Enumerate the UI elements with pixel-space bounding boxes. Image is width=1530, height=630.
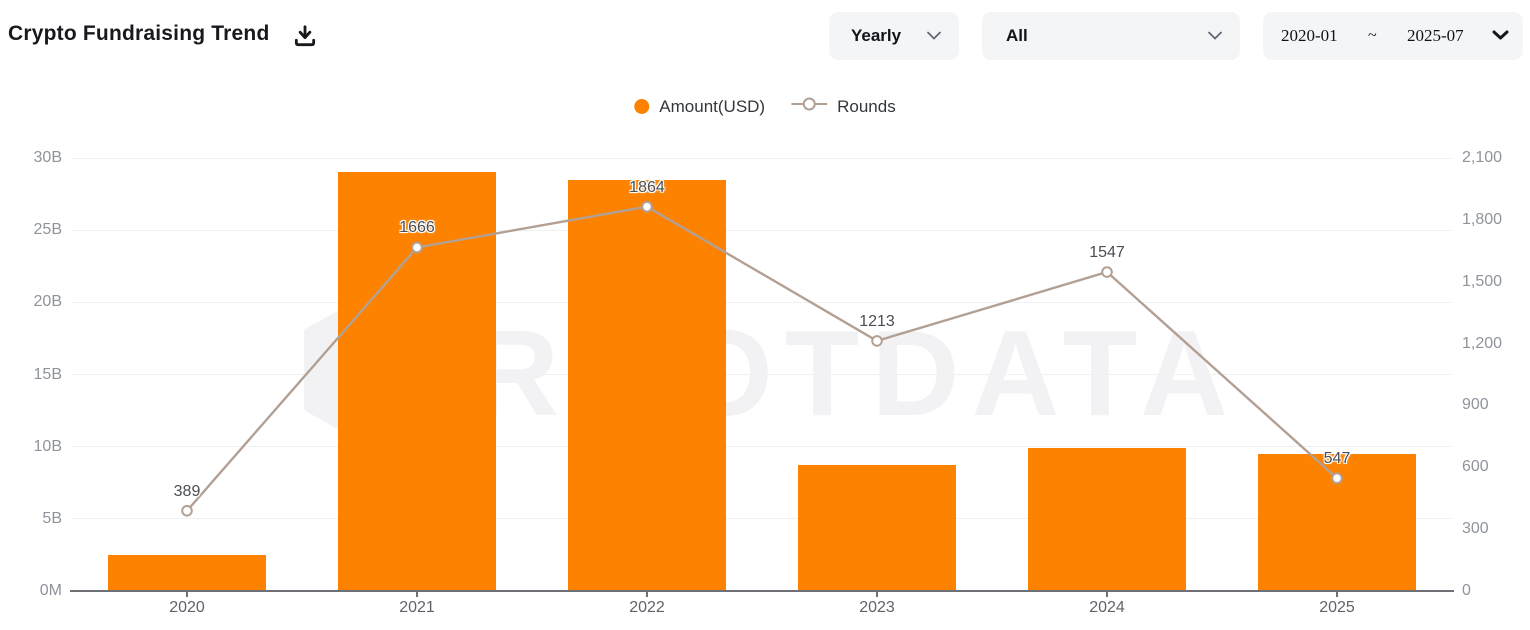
rounds-line (186, 205, 1338, 512)
period-select[interactable]: Yearly (829, 12, 959, 60)
x-axis-tick (876, 591, 878, 597)
rounds-point-label: 389 (173, 482, 201, 500)
rounds-point-label: 1864 (629, 178, 665, 196)
rounds-point-label: 1213 (859, 312, 895, 330)
category-select[interactable]: All (982, 12, 1240, 60)
amount-bar[interactable] (1028, 448, 1186, 591)
y-axis-label-left: 5B (42, 509, 62, 527)
download-button[interactable] (291, 23, 319, 51)
grid-line (72, 374, 1452, 375)
date-range-picker[interactable]: 2020-01 ~ 2025-07 (1263, 12, 1523, 60)
grid-line (72, 229, 1452, 231)
legend-label-rounds: Rounds (837, 96, 896, 116)
date-range-start: 2020-01 (1281, 26, 1338, 45)
grid-line (72, 157, 1452, 159)
x-axis-label: 2023 (859, 599, 895, 616)
x-axis-label: 2022 (629, 599, 665, 616)
y-axis-label-left: 10B (33, 437, 62, 455)
y-axis-label-left: 15B (33, 365, 62, 383)
chevron-down-icon (1208, 27, 1222, 45)
rounds-marker[interactable] (411, 241, 423, 254)
legend-label-amount: Amount(USD) (659, 96, 766, 116)
rounds-point-label: 547 (1323, 450, 1351, 468)
rounds-point-label: 1547 (1089, 244, 1125, 262)
chevron-down-icon (927, 27, 941, 45)
rounds-marker[interactable] (1331, 472, 1343, 485)
x-axis-label: 2024 (1089, 599, 1125, 616)
period-select-value: Yearly (851, 26, 902, 45)
rounds-marker[interactable] (641, 200, 653, 213)
rounds-point-label: 1666 (399, 219, 435, 237)
chevron-down-icon (1492, 27, 1509, 45)
legend-item-amount[interactable]: Amount(USD) (634, 97, 765, 117)
amount-bar[interactable] (568, 179, 726, 591)
x-axis-tick (186, 591, 188, 597)
date-range-end: 2025-07 (1406, 26, 1464, 45)
download-icon (292, 25, 318, 52)
y-axis-label-right: 600 (1462, 458, 1489, 476)
grid-line (72, 301, 1452, 303)
rounds-marker[interactable] (181, 504, 193, 517)
y-axis-label-right: 1,200 (1462, 334, 1503, 352)
x-axis-line (70, 590, 1454, 592)
y-axis-label-right: 300 (1462, 520, 1489, 538)
y-axis-label-right: 2,100 (1462, 149, 1503, 166)
y-axis-label-left: 0M (39, 582, 62, 599)
chart-legend: Amount(USD) Rounds (634, 96, 896, 117)
y-axis-label-right: 900 (1462, 396, 1489, 414)
y-axis-label-left: 25B (33, 221, 62, 239)
y-axis-label-right: 1,800 (1462, 210, 1503, 228)
amount-bar[interactable] (108, 554, 266, 591)
y-axis-label-right: 0 (1462, 582, 1471, 599)
page-title: Crypto Fundraising Trend (8, 22, 270, 45)
x-axis-label: 2025 (1319, 599, 1355, 616)
grid-line (72, 446, 1452, 448)
x-axis-label: 2020 (169, 599, 205, 616)
y-axis-label-left: 30B (33, 149, 62, 166)
x-axis-tick (1106, 591, 1108, 597)
rounds-marker[interactable] (1101, 266, 1113, 278)
legend-item-rounds[interactable]: Rounds (791, 96, 896, 117)
amount-bar[interactable] (798, 465, 956, 591)
category-select-value: All (1006, 26, 1028, 45)
y-axis-label-right: 1,500 (1462, 272, 1503, 290)
rounds-marker[interactable] (871, 335, 883, 347)
x-axis-tick (1336, 591, 1338, 597)
chart-controls: Yearly All 2020-01 ~ 2025-07 (829, 12, 1523, 60)
amount-series-dot-icon (634, 99, 650, 114)
x-axis-label: 2021 (399, 599, 435, 616)
x-axis-tick (416, 591, 418, 597)
grid-line (72, 518, 1452, 520)
y-axis-label-left: 20B (33, 293, 62, 311)
date-range-separator: ~ (1368, 27, 1377, 44)
x-axis-tick (646, 591, 648, 597)
rounds-series-line-marker-icon (791, 96, 828, 117)
